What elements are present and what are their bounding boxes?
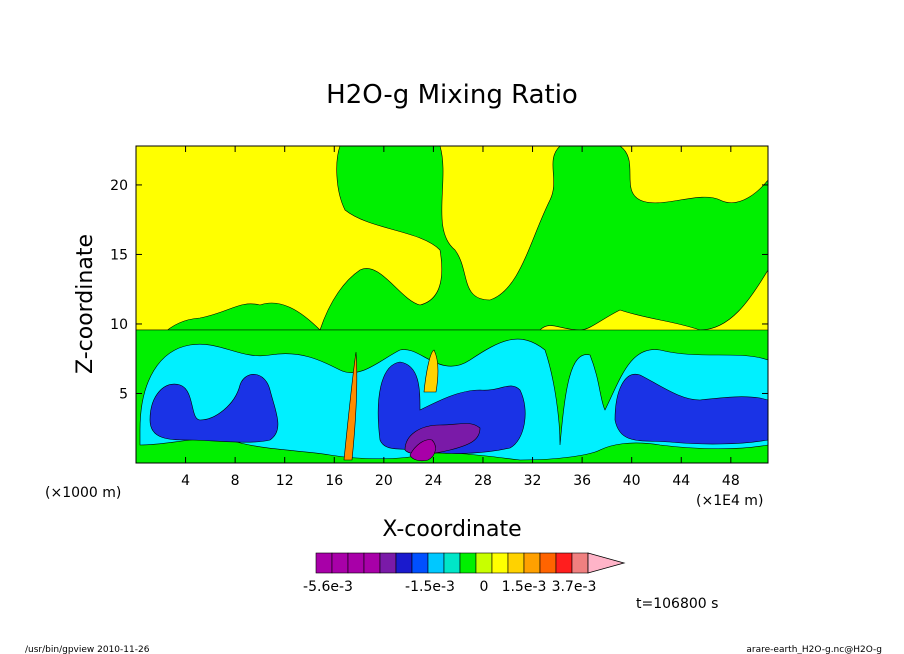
colorbar-labels: -5.6e-3 -1.5e-3 0 1.5e-3 3.7e-3 bbox=[303, 579, 596, 595]
colorbar-swatch bbox=[475, 552, 493, 574]
colorbar-swatch bbox=[507, 552, 525, 574]
colorbar-swatch bbox=[443, 552, 461, 574]
colorbar-swatch bbox=[427, 552, 445, 574]
y-axis: 5 10 15 20 bbox=[110, 178, 768, 402]
x-tick-label: 20 bbox=[375, 473, 393, 489]
colorbar-swatch bbox=[315, 552, 333, 574]
y-tick-label: 20 bbox=[110, 178, 128, 194]
x-tick-label: 4 bbox=[181, 473, 190, 489]
colorbar-label: 1.5e-3 bbox=[502, 579, 547, 595]
chart-title: H2O-g Mixing Ratio bbox=[326, 80, 578, 110]
x-unit-label: (×1000 m) bbox=[45, 485, 121, 501]
contour-orange-jet bbox=[343, 351, 358, 461]
plot-frame bbox=[135, 145, 769, 464]
plot-area bbox=[136, 146, 768, 463]
contour-blue bbox=[149, 374, 279, 443]
x-tick-label: 28 bbox=[474, 473, 492, 489]
x-axis: 4 8 12 16 20 24 28 32 36 40 44 48 bbox=[181, 146, 740, 489]
colorbar-swatch bbox=[331, 552, 349, 574]
colorbar-label: 0 bbox=[480, 579, 489, 595]
colorbar-swatch bbox=[491, 552, 509, 574]
footer-right: arare-earth_H2O-g.nc@H2O-g bbox=[746, 645, 882, 654]
colorbar-swatch bbox=[411, 552, 429, 574]
y-tick-label: 5 bbox=[119, 386, 128, 402]
contour-blue-3 bbox=[614, 373, 768, 445]
contour-yellow-patch bbox=[423, 349, 439, 393]
y-tick-label: 15 bbox=[110, 247, 128, 263]
x-scale-label: (×1E4 m) bbox=[696, 493, 763, 509]
x-tick-label: 36 bbox=[573, 473, 591, 489]
colorbar-swatch bbox=[571, 552, 589, 574]
colorbar-label: -5.6e-3 bbox=[303, 579, 353, 595]
y-tick-label: 10 bbox=[110, 317, 128, 333]
x-tick-label: 12 bbox=[276, 473, 294, 489]
colorbar-swatch bbox=[459, 552, 477, 574]
colorbar-label: 3.7e-3 bbox=[552, 579, 597, 595]
colorbar-swatch bbox=[395, 552, 413, 574]
y-axis-label: Z-coordinate bbox=[73, 234, 98, 374]
colorbar-swatch bbox=[555, 552, 573, 574]
footer-left: /usr/bin/gpview 2010-11-26 bbox=[25, 645, 150, 654]
colorbar bbox=[315, 552, 626, 574]
x-axis-label: X-coordinate bbox=[382, 517, 521, 542]
x-tick-label: 44 bbox=[672, 473, 690, 489]
contour-green-upper bbox=[136, 146, 768, 381]
colorbar-swatch bbox=[347, 552, 365, 574]
x-tick-label: 32 bbox=[524, 473, 542, 489]
x-tick-label: 48 bbox=[722, 473, 740, 489]
colorbar-swatch bbox=[363, 552, 381, 574]
x-tick-label: 8 bbox=[231, 473, 240, 489]
time-label: t=106800 s bbox=[636, 596, 718, 612]
colorbar-swatch bbox=[539, 552, 557, 574]
colorbar-swatch bbox=[379, 552, 397, 574]
colorbar-arrow bbox=[587, 552, 626, 574]
colorbar-label: -1.5e-3 bbox=[405, 579, 455, 595]
x-tick-label: 40 bbox=[623, 473, 641, 489]
x-tick-label: 16 bbox=[325, 473, 343, 489]
colorbar-swatch bbox=[523, 552, 541, 574]
contour-magenta bbox=[409, 439, 436, 462]
x-tick-label: 24 bbox=[424, 473, 442, 489]
